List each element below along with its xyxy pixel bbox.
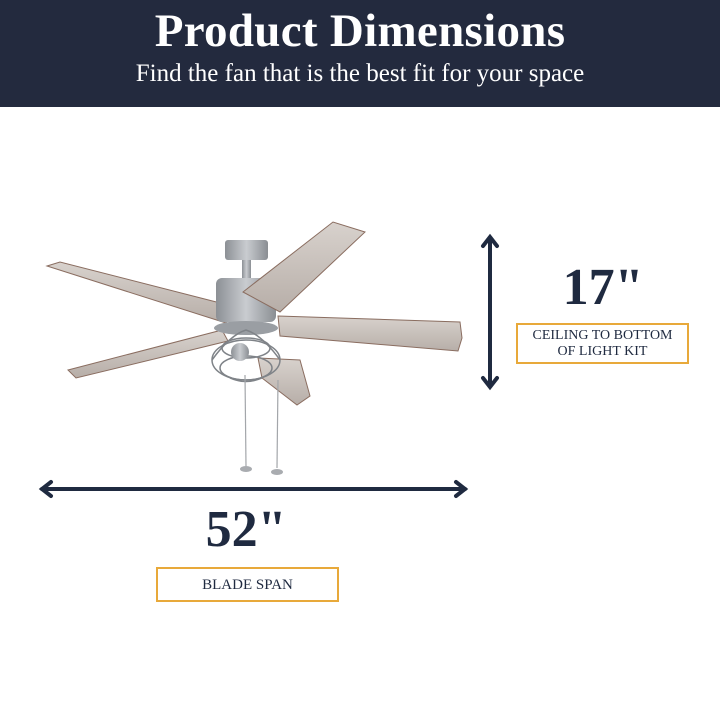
span-arrow	[38, 480, 469, 498]
fan-blade	[242, 221, 366, 313]
pull-chain-knob	[240, 466, 252, 472]
span-label-box: BLADE SPAN	[156, 567, 339, 602]
pull-chain-knob	[271, 469, 283, 475]
height-label-line2: OF LIGHT KIT	[557, 343, 648, 359]
height-label-box: CEILING TO BOTTOM OF LIGHT KIT	[516, 323, 689, 364]
fan-blade	[277, 315, 463, 352]
header-banner: Product Dimensions Find the fan that is …	[0, 0, 720, 107]
fan-downrod	[242, 260, 251, 280]
fan-canopy	[225, 240, 268, 260]
height-label-line1: CEILING TO BOTTOM	[532, 327, 673, 343]
light-bulb-socket	[231, 343, 249, 361]
fan-blade	[257, 357, 311, 406]
page-title: Product Dimensions	[154, 5, 566, 57]
page-subtitle: Find the fan that is the best fit for yo…	[135, 60, 585, 87]
pull-chain	[244, 374, 247, 467]
height-value: 17"	[562, 259, 644, 316]
pull-chain	[276, 379, 279, 469]
fan-blade	[67, 329, 229, 379]
height-arrow	[481, 233, 499, 391]
fan-blade	[45, 261, 233, 324]
span-value: 52"	[205, 501, 287, 558]
span-label: BLADE SPAN	[202, 576, 293, 593]
fan-switch-housing	[214, 321, 278, 335]
